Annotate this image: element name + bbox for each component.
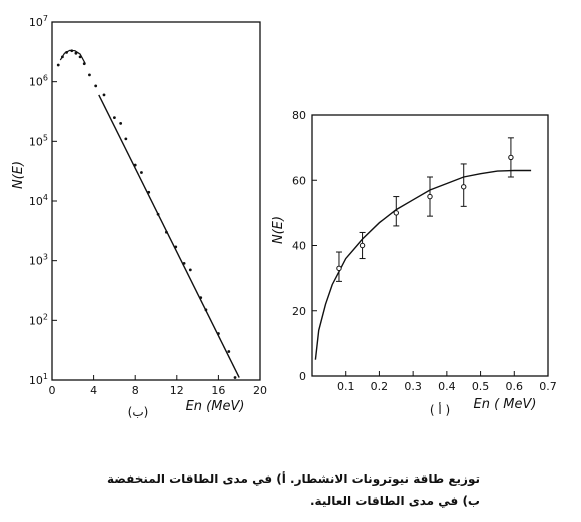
chart-b-y-tick-label: 101 [29,372,48,387]
chart-b-data-point [147,190,151,194]
chart-b-x-tick-label: 20 [253,384,267,397]
chart-b-data-point [74,51,78,55]
chart-a-data-point [336,265,342,272]
chart-b-data-point [204,308,208,312]
chart-b-panel-label: (ب) [128,405,149,419]
chart-b-data-point [56,63,60,67]
chart-b-data-point [133,163,137,167]
chart-a-data-point [508,154,514,161]
chart-b-data-point [65,50,68,54]
chart-a-x-tick-label: 0.7 [539,380,557,393]
chart-a-x-tick-label: 0.6 [506,380,524,393]
chart-b-data-point [165,230,168,234]
chart-b-y-axis-label: N(E) [11,161,26,189]
chart-b-data-point [119,121,123,125]
chart-b-data-point [233,376,237,379]
chart-b-y-tick-label: 103 [29,253,48,268]
chart-a-data-point [461,184,467,190]
chart-b-data-point [140,171,143,174]
chart-a-data-point [359,242,366,249]
caption-line-2: ب) في مدى الطاقات العالية. [310,494,480,508]
chart-a-x-tick-label: 0.1 [337,380,355,393]
chart-b-data-point [156,212,160,216]
chart-b-high-energy: 0 4 8 12 16 20 101 102 103 104 105 106 107 N(E) En (Me… [11,14,267,419]
chart-a-panel-label: ( أ ) [430,402,450,417]
chart-b-x-tick-label: 16 [211,384,225,397]
chart-a-frame [311,114,549,377]
chart-a-fit-curve [314,169,532,360]
chart-a-y-tick-label: 0 [299,370,306,383]
chart-a-y-axis-label: N(E) [271,216,286,244]
chart-b-y-tick-label: 105 [29,133,48,148]
chart-b-y-tick-label: 102 [29,312,48,327]
chart-a-low-energy: 0.1 0.2 0.3 0.4 0.5 0.6 0.7 0 20 40 60 80 N(E) En ( M… [271,109,557,417]
chart-b-data-point [113,116,116,119]
chart-b-frame [51,21,261,381]
chart-b-data-point [182,261,186,265]
chart-b-data-point [227,350,231,353]
chart-b-x-tick-label: 8 [132,384,139,397]
chart-b-data-point [61,55,64,59]
chart-b-data-point [82,62,86,66]
chart-b-data-point [217,332,220,335]
chart-b-peak-curve [59,49,86,64]
caption-line-1: توزيع طاقة نيوترونات الانشطار. أ) في مدى… [106,472,480,486]
chart-a-y-tick-label: 80 [292,109,306,122]
chart-a-data-point [393,210,399,216]
chart-a-x-tick-label: 0.5 [472,380,490,393]
chart-a-x-axis-label: En ( MeV) [474,397,537,412]
chart-b-data-point [174,245,178,249]
chart-b-data-point [88,73,91,77]
chart-a-y-tick-label: 60 [292,174,306,187]
figure-caption: توزيع طاقة نيوترونات الانشطار. أ) في مدى… [60,468,480,512]
chart-b-data-point [199,296,203,300]
chart-b-data-point [78,55,82,59]
chart-b-data-point [94,84,98,88]
chart-a-x-tick-label: 0.3 [404,380,422,393]
chart-b-data-point [70,49,74,53]
chart-b-y-tick-label: 107 [29,14,48,29]
chart-b-x-tick-label: 12 [170,384,184,397]
chart-a-x-tick-label: 0.2 [371,380,389,393]
chart-b-data-point [188,268,192,272]
chart-b-fit-line [98,94,240,378]
chart-a-y-tick-label: 20 [292,305,306,318]
chart-b-x-tick-label: 0 [49,384,56,397]
chart-b-y-tick-label: 106 [29,74,48,89]
chart-b-x-tick-label: 4 [90,384,97,397]
chart-b-data-point [124,137,128,141]
chart-b-y-tick-label: 104 [29,193,48,208]
chart-b-data-point [102,93,106,97]
chart-a-y-tick-label: 40 [292,240,306,253]
chart-a-data-point [427,193,433,200]
chart-b-x-axis-label: En (MeV) [186,399,245,414]
chart-a-x-tick-label: 0.4 [438,380,456,393]
